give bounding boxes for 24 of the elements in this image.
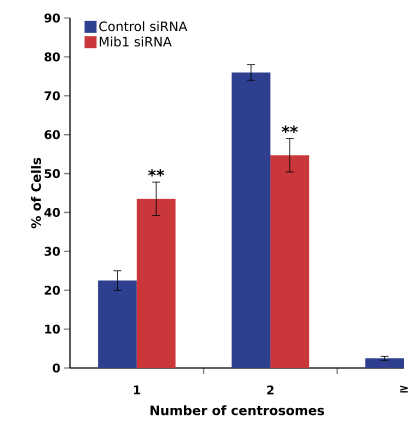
x-axis-title: Number of centrosomes: [150, 405, 324, 416]
x-tick-label: ≥: [400, 386, 408, 392]
x-tick-label: 1: [134, 386, 140, 394]
y-tick-label: 30: [44, 246, 60, 256]
y-tick-label: 0: [52, 363, 60, 373]
y-tick-label: 20: [44, 286, 60, 295]
y-tick-label: 60: [44, 130, 60, 140]
annotation: **: [148, 169, 164, 176]
x-tick-label: 2: [267, 386, 274, 394]
annotation: **: [282, 126, 298, 133]
y-axis-title: % of Cells: [30, 158, 42, 228]
y-tick-label: 50: [44, 169, 60, 178]
bar: [270, 155, 310, 368]
bar: [98, 280, 137, 368]
y-tick-label: 90: [44, 13, 60, 23]
legend-label: Control siRNA: [99, 21, 188, 32]
y-tick-label: 40: [44, 208, 60, 217]
bar: [232, 72, 270, 368]
legend-label: Mib1 siRNA: [100, 36, 172, 47]
y-tick-label: 80: [44, 52, 60, 62]
bar: [365, 358, 404, 368]
y-tick-label: 10: [45, 324, 60, 334]
bar: [136, 198, 176, 368]
y-tick-label: 70: [44, 91, 60, 100]
